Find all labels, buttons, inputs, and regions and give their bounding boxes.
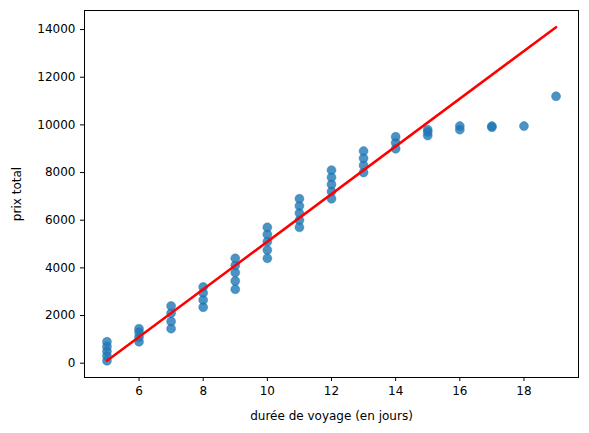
svg-text:10: 10 [260, 384, 275, 398]
svg-text:2000: 2000 [45, 308, 76, 322]
svg-text:16: 16 [452, 384, 467, 398]
svg-text:18: 18 [516, 384, 531, 398]
svg-text:6: 6 [135, 384, 143, 398]
svg-text:6000: 6000 [45, 213, 76, 227]
svg-text:8: 8 [199, 384, 207, 398]
svg-text:14: 14 [388, 384, 403, 398]
svg-text:8000: 8000 [45, 165, 76, 179]
svg-text:4000: 4000 [45, 261, 76, 275]
svg-text:10000: 10000 [37, 118, 75, 132]
svg-text:prix total: prix total [10, 167, 24, 221]
svg-text:14000: 14000 [37, 22, 75, 36]
svg-text:12: 12 [324, 384, 339, 398]
svg-text:durée de voyage (en jours): durée de voyage (en jours) [250, 409, 413, 423]
svg-text:0: 0 [68, 356, 76, 370]
svg-text:12000: 12000 [37, 70, 75, 84]
